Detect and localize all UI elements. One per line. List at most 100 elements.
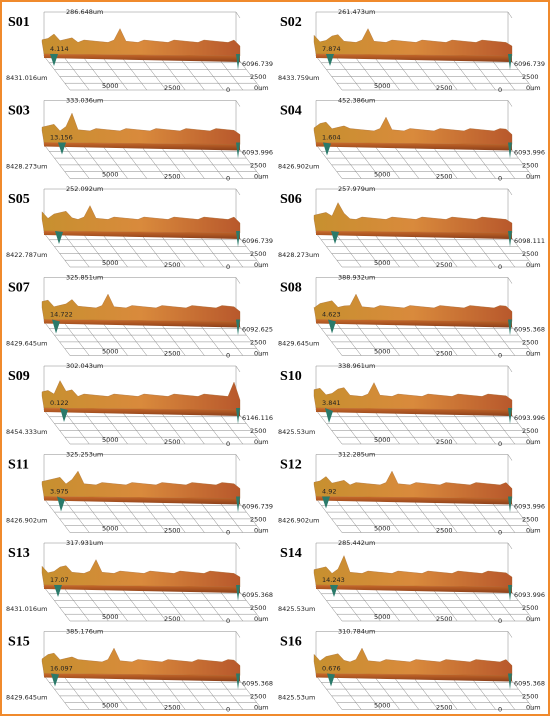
panel: S08 388.932um 4.623 8429.645um 6095.368 5000 2… (278, 274, 545, 360)
box-line (315, 365, 513, 410)
y-tick-label: 0um (526, 350, 541, 358)
box-line (43, 11, 241, 56)
grid-line (354, 321, 381, 356)
y-tick-label: 2500 (250, 427, 267, 435)
min-height: 3.841 (322, 399, 341, 407)
y-tick-label: 2500 (250, 162, 267, 170)
grid-line (82, 321, 109, 356)
panel: S07 325.851um 14.722 8429.645um 6092.625 5000… (6, 274, 273, 360)
x-tick-label: 5000 (374, 702, 391, 710)
max-height: 325.851um (66, 274, 103, 282)
grid-line (120, 498, 147, 533)
grid-line (63, 321, 90, 356)
grid-line (411, 498, 439, 533)
grid-line (139, 144, 167, 179)
grid-line (315, 409, 343, 445)
surface (313, 202, 513, 234)
grid-line (82, 409, 109, 445)
grid-line (43, 321, 71, 356)
grid-line (354, 586, 381, 622)
surface-edge (44, 54, 240, 62)
grid-line (431, 55, 458, 91)
max-height: 310.784um (338, 628, 375, 636)
surface-edge (316, 319, 512, 328)
max-height: 252.092um (66, 185, 103, 193)
panel: S15 385.176um 16.097 8429.645um 6095.368 5000… (6, 628, 273, 714)
surface (41, 470, 241, 499)
grid-line (139, 586, 167, 622)
grid-line (315, 321, 343, 356)
panel: S03 333.036um 13.156 8428.273um 6093.996 5000… (6, 97, 273, 183)
grid-line (469, 409, 496, 445)
grid-line (101, 55, 128, 91)
y-extent: 6095.368 (242, 680, 273, 688)
grid-line (120, 232, 147, 268)
grid-line (101, 144, 128, 179)
x-tick-label: 0 (498, 175, 502, 183)
x-tick-label: 0 (226, 263, 230, 271)
x-tick-label: 2500 (164, 84, 181, 92)
max-height: 388.932um (338, 274, 375, 282)
min-height: 16.097 (50, 665, 73, 673)
grid-line (178, 144, 205, 179)
grid-line (488, 586, 515, 622)
surface-edge (44, 585, 240, 593)
max-height: 333.036um (66, 97, 103, 105)
grid-line (197, 586, 224, 622)
min-height: 0.676 (322, 665, 341, 673)
grid-line (139, 321, 167, 356)
panel: S04 452.386um 1.604 8426.902um 6093.996 5000 2… (278, 97, 545, 183)
x-tick-label: 0 (498, 440, 502, 448)
grid-line (469, 675, 496, 710)
grid-line (411, 144, 439, 179)
panel: S16 310.784um 0.676 8425.53um 6095.368 5000 25… (278, 628, 545, 714)
y-tick-label: 0um (254, 173, 269, 181)
grid-line (335, 409, 362, 445)
grid-line (373, 498, 400, 533)
grid-line (392, 232, 419, 268)
x-tick-label: 2500 (436, 704, 453, 712)
y-tick-label: 2500 (250, 693, 267, 701)
grid-line (335, 55, 362, 91)
x-extent: 8428.273um (6, 163, 47, 171)
grid-line (235, 321, 263, 356)
grid-line (197, 498, 224, 533)
surface-edge (316, 54, 512, 62)
grid-line (120, 586, 147, 622)
grid-line (373, 321, 400, 356)
max-height: 312.285um (338, 451, 375, 459)
grid-line (507, 409, 535, 445)
grid-line (197, 409, 224, 445)
x-tick-label: 5000 (102, 525, 119, 533)
grid-line (373, 409, 400, 445)
y-extent: 6095.368 (242, 591, 273, 599)
grid-line (507, 586, 535, 622)
box-line (315, 277, 513, 322)
grid-line (315, 232, 343, 268)
x-extent: 8454.333um (6, 428, 47, 436)
grid-line (488, 675, 515, 710)
grid-line (235, 498, 263, 533)
grid-line (450, 144, 477, 179)
y-tick-label: 2500 (250, 516, 267, 524)
y-tick-label: 0um (254, 527, 269, 535)
y-extent: 6096.739 (514, 60, 545, 68)
grid-line (469, 144, 496, 179)
y-extent: 6095.368 (514, 680, 545, 688)
y-tick-label: 2500 (522, 604, 539, 612)
x-tick-label: 5000 (102, 348, 119, 356)
panel: S11 325.253um 3.975 8426.902um 6096.739 5000 2… (6, 451, 273, 537)
y-extent: 6096.739 (242, 60, 273, 68)
grid-line (469, 55, 496, 91)
grid-line (139, 232, 167, 268)
box-line (315, 454, 513, 499)
max-height: 325.253um (66, 451, 103, 459)
min-height: 3.975 (50, 488, 69, 496)
grid-line (411, 321, 439, 356)
grid-line (315, 675, 343, 710)
grid-line (354, 144, 381, 179)
grid-line (120, 55, 147, 91)
grid-line (197, 675, 224, 710)
surface-edge (44, 142, 240, 151)
grid-line (450, 321, 477, 356)
